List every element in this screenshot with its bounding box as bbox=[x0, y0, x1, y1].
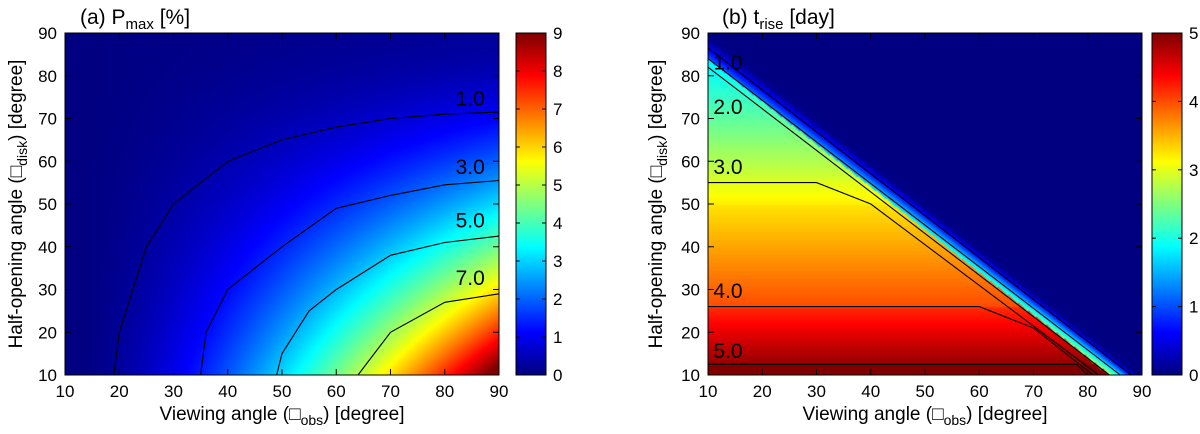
colorbar-b bbox=[1152, 33, 1182, 375]
contour-label: 3.0 bbox=[456, 156, 485, 179]
x-tick-label: 90 bbox=[1133, 382, 1152, 401]
x-tick-label: 60 bbox=[327, 382, 346, 401]
contour-line-2-5 bbox=[707, 66, 1110, 376]
colorbar-frame-b bbox=[1151, 32, 1183, 376]
x-tick-label: 80 bbox=[1078, 382, 1097, 401]
contours-b: 1.0 2.0 3.0 4.0 5.0 bbox=[707, 47, 1132, 376]
contour-line-7 bbox=[357, 293, 500, 376]
axis-ticks-a: 10 20 30 40 50 60 70 80 90 10 20 30 40 50 60 70 80 90 bbox=[38, 24, 508, 401]
y-tick-label: 50 bbox=[38, 195, 57, 214]
colorbar-tick-label: 6 bbox=[553, 138, 562, 157]
y-tick-label: 70 bbox=[681, 110, 700, 129]
x-axis-label-a: Viewing angle (□obs) [degree] bbox=[160, 404, 405, 428]
axis-ticks-b: 10 20 30 40 50 60 70 80 90 10 20 30 40 50 60 70 80 90 bbox=[681, 24, 1151, 401]
contour-label: 2.0 bbox=[713, 96, 742, 119]
colorbar-tick-label: 8 bbox=[553, 62, 562, 81]
heatmap-a bbox=[65, 33, 499, 375]
contour-line-5 bbox=[708, 363, 1089, 376]
x-tick-label: 20 bbox=[753, 382, 772, 401]
contour-line-3 bbox=[200, 179, 500, 376]
contour-label: 7.0 bbox=[456, 267, 485, 290]
y-tick-label: 90 bbox=[38, 24, 57, 43]
title-b: (b) trise [day] bbox=[722, 6, 835, 33]
contour-line-4 bbox=[708, 306, 1094, 376]
colorbar-tick-label: 0 bbox=[1189, 366, 1198, 385]
y-tick-label: 10 bbox=[681, 366, 700, 385]
x-tick-label: 20 bbox=[110, 382, 129, 401]
y-tick-label: 30 bbox=[38, 281, 57, 300]
y-tick-label: 30 bbox=[681, 281, 700, 300]
colorbar-tick-label: 4 bbox=[553, 214, 562, 233]
x-tick-label: 10 bbox=[699, 382, 718, 401]
contour-label: 3.0 bbox=[713, 156, 742, 179]
contour-label: 4.0 bbox=[713, 280, 742, 303]
colorbar-tick-label: 4 bbox=[1189, 92, 1198, 111]
x-tick-label: 70 bbox=[1024, 382, 1043, 401]
x-tick-label: 90 bbox=[490, 382, 509, 401]
contour-label: 5.0 bbox=[456, 210, 485, 233]
contour-label: 1.0 bbox=[456, 88, 485, 111]
contour-line-3 bbox=[708, 182, 1099, 376]
y-tick-label: 20 bbox=[38, 323, 57, 342]
x-tick-label: 10 bbox=[56, 382, 75, 401]
y-tick-label: 70 bbox=[38, 110, 57, 129]
panel-b: 1.02.03.04.05.0 10 20 30 40 50 60 70 80 90102030… bbox=[646, 6, 1198, 428]
contour-line-2 bbox=[707, 58, 1121, 376]
x-axis-label-b: Viewing angle (□obs) [degree] bbox=[803, 404, 1048, 428]
x-tick-label: 30 bbox=[164, 382, 183, 401]
x-tick-label: 40 bbox=[218, 382, 237, 401]
heatmap-b bbox=[708, 33, 1142, 375]
x-tick-label: 50 bbox=[273, 382, 292, 401]
y-tick-label: 60 bbox=[681, 152, 700, 171]
x-tick-label: 30 bbox=[807, 382, 826, 401]
contours-a: 1.0 3.0 5.0 7.0 bbox=[113, 88, 500, 376]
x-tick-label: 60 bbox=[970, 382, 989, 401]
y-tick-label: 90 bbox=[681, 24, 700, 43]
y-tick-label: 80 bbox=[681, 67, 700, 86]
colorbar-tick-label: 5 bbox=[1189, 24, 1198, 43]
colorbar-ticks-b: 0 1 2 3 4 5 bbox=[1152, 24, 1198, 385]
y-tick-label: 20 bbox=[681, 323, 700, 342]
contour-label: 1.0 bbox=[713, 51, 742, 74]
colorbar-a bbox=[516, 33, 546, 375]
contour-line-5 bbox=[276, 235, 500, 376]
colorbar-tick-label: 1 bbox=[1189, 298, 1198, 317]
colorbar-frame-a bbox=[515, 32, 547, 376]
y-tick-label: 50 bbox=[681, 195, 700, 214]
y-tick-label: 80 bbox=[38, 67, 57, 86]
colorbar-tick-label: 7 bbox=[553, 100, 562, 119]
colorbar-tick-label: 1 bbox=[553, 328, 562, 347]
y-tick-label: 40 bbox=[38, 238, 57, 257]
contour-line-1 bbox=[707, 47, 1132, 376]
colorbar-tick-label: 5 bbox=[553, 176, 562, 195]
contour-label: 5.0 bbox=[713, 340, 742, 363]
contour-line-1 bbox=[113, 111, 500, 376]
y-axis-label-a: Half-opening angle (□disk) [degree] bbox=[6, 60, 30, 349]
colorbar-tick-label: 0 bbox=[553, 366, 562, 385]
colorbar-tick-label: 2 bbox=[1189, 229, 1198, 248]
y-tick-label: 60 bbox=[38, 152, 57, 171]
colorbar-tick-label: 3 bbox=[1189, 161, 1198, 180]
x-tick-label: 40 bbox=[861, 382, 880, 401]
title-a: (a) Pmax [%] bbox=[80, 6, 190, 33]
x-tick-label: 70 bbox=[381, 382, 400, 401]
colorbar-tick-label: 9 bbox=[553, 24, 562, 43]
y-tick-label: 40 bbox=[681, 238, 700, 257]
colorbar-ticks-a: 0 1 2 3 4 5 6 7 8 9 bbox=[516, 24, 562, 385]
panel-a: 1.03.05.07.0 10 20 30 40 50 60 70 80 90102030405… bbox=[6, 6, 562, 428]
colorbar-tick-label: 2 bbox=[553, 290, 562, 309]
y-tick-label: 10 bbox=[38, 366, 57, 385]
x-tick-label: 50 bbox=[916, 382, 935, 401]
x-tick-label: 80 bbox=[435, 382, 454, 401]
y-axis-label-b: Half-opening angle (□disk) [degree] bbox=[646, 60, 670, 349]
colorbar-tick-label: 3 bbox=[553, 252, 562, 271]
